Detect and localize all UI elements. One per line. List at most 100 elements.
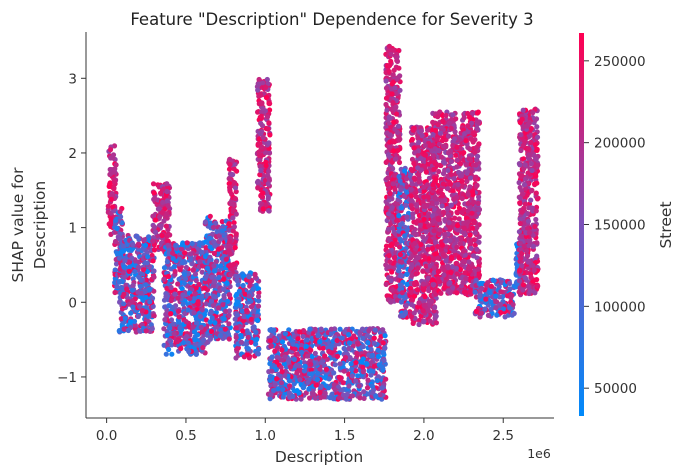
data-point (464, 178, 470, 184)
data-point (409, 262, 415, 268)
data-point (433, 240, 439, 246)
data-point (450, 142, 456, 149)
data-point (239, 308, 245, 314)
data-point (131, 318, 138, 324)
data-point (199, 249, 205, 255)
data-point (207, 235, 213, 241)
data-point (232, 196, 238, 202)
data-point (263, 84, 269, 90)
data-point (114, 284, 120, 290)
data-point (266, 176, 272, 182)
data-point (212, 243, 218, 249)
data-point (410, 127, 416, 133)
data-point (396, 65, 402, 71)
data-point (217, 333, 223, 339)
data-point (129, 255, 135, 261)
data-point (171, 264, 177, 270)
data-point (224, 280, 230, 286)
data-point (349, 393, 356, 399)
data-point (170, 321, 176, 327)
data-point (425, 212, 432, 218)
data-point (129, 287, 135, 293)
data-point (375, 353, 382, 360)
data-point (252, 271, 258, 277)
data-point (227, 238, 233, 244)
data-point (189, 240, 195, 247)
data-point (408, 289, 414, 295)
data-point (391, 255, 397, 261)
data-point (282, 373, 288, 379)
data-point (411, 145, 417, 151)
data-point (440, 127, 446, 133)
data-point (294, 388, 300, 394)
data-point (385, 152, 392, 158)
data-point (263, 94, 269, 101)
data-point (412, 240, 418, 246)
data-point (108, 217, 114, 223)
data-point (260, 80, 266, 86)
data-point (308, 347, 314, 353)
data-point (124, 286, 130, 292)
data-point (279, 369, 285, 375)
data-point (311, 391, 317, 397)
data-point (326, 376, 332, 382)
data-point (151, 190, 157, 196)
data-point (265, 126, 271, 132)
data-point (408, 314, 414, 320)
data-point (246, 274, 252, 280)
data-point (176, 308, 182, 314)
data-point (241, 354, 247, 360)
data-point (120, 270, 126, 276)
data-point (409, 181, 415, 187)
data-point (227, 162, 233, 168)
data-point (383, 205, 389, 211)
data-point (248, 316, 254, 322)
data-point (382, 333, 388, 339)
data-point (258, 167, 264, 173)
data-point (221, 276, 227, 282)
data-point (192, 337, 198, 343)
data-point (409, 302, 415, 308)
data-point (392, 186, 398, 192)
data-point (272, 336, 278, 343)
data-point (287, 383, 293, 389)
data-point (349, 373, 355, 379)
data-point (221, 316, 227, 322)
data-point (421, 318, 427, 324)
data-point (143, 328, 149, 334)
data-point (416, 317, 422, 324)
data-point (337, 361, 343, 367)
data-point (263, 163, 269, 169)
data-point (379, 364, 385, 370)
data-point (411, 293, 418, 299)
data-point (293, 363, 299, 369)
data-point (151, 313, 157, 319)
data-point (425, 194, 431, 200)
data-point (168, 298, 174, 304)
data-point (326, 348, 332, 354)
data-point (308, 367, 314, 373)
data-point (195, 332, 201, 338)
data-point (467, 175, 474, 181)
data-point (390, 100, 396, 106)
data-point (161, 276, 167, 282)
data-point (423, 203, 429, 210)
data-point (290, 341, 296, 347)
data-point (385, 264, 392, 270)
data-point (422, 152, 428, 158)
data-point (301, 368, 307, 374)
data-point (201, 337, 207, 343)
data-point (453, 260, 459, 267)
data-point (267, 373, 273, 380)
data-point (192, 295, 198, 301)
data-point (246, 293, 252, 299)
data-point (202, 285, 208, 291)
data-point (312, 395, 318, 401)
data-point (190, 324, 196, 330)
data-point (451, 274, 457, 280)
data-point (184, 333, 190, 339)
data-point (374, 378, 380, 384)
data-point (451, 248, 457, 254)
data-point (260, 106, 266, 112)
data-point (389, 91, 395, 97)
